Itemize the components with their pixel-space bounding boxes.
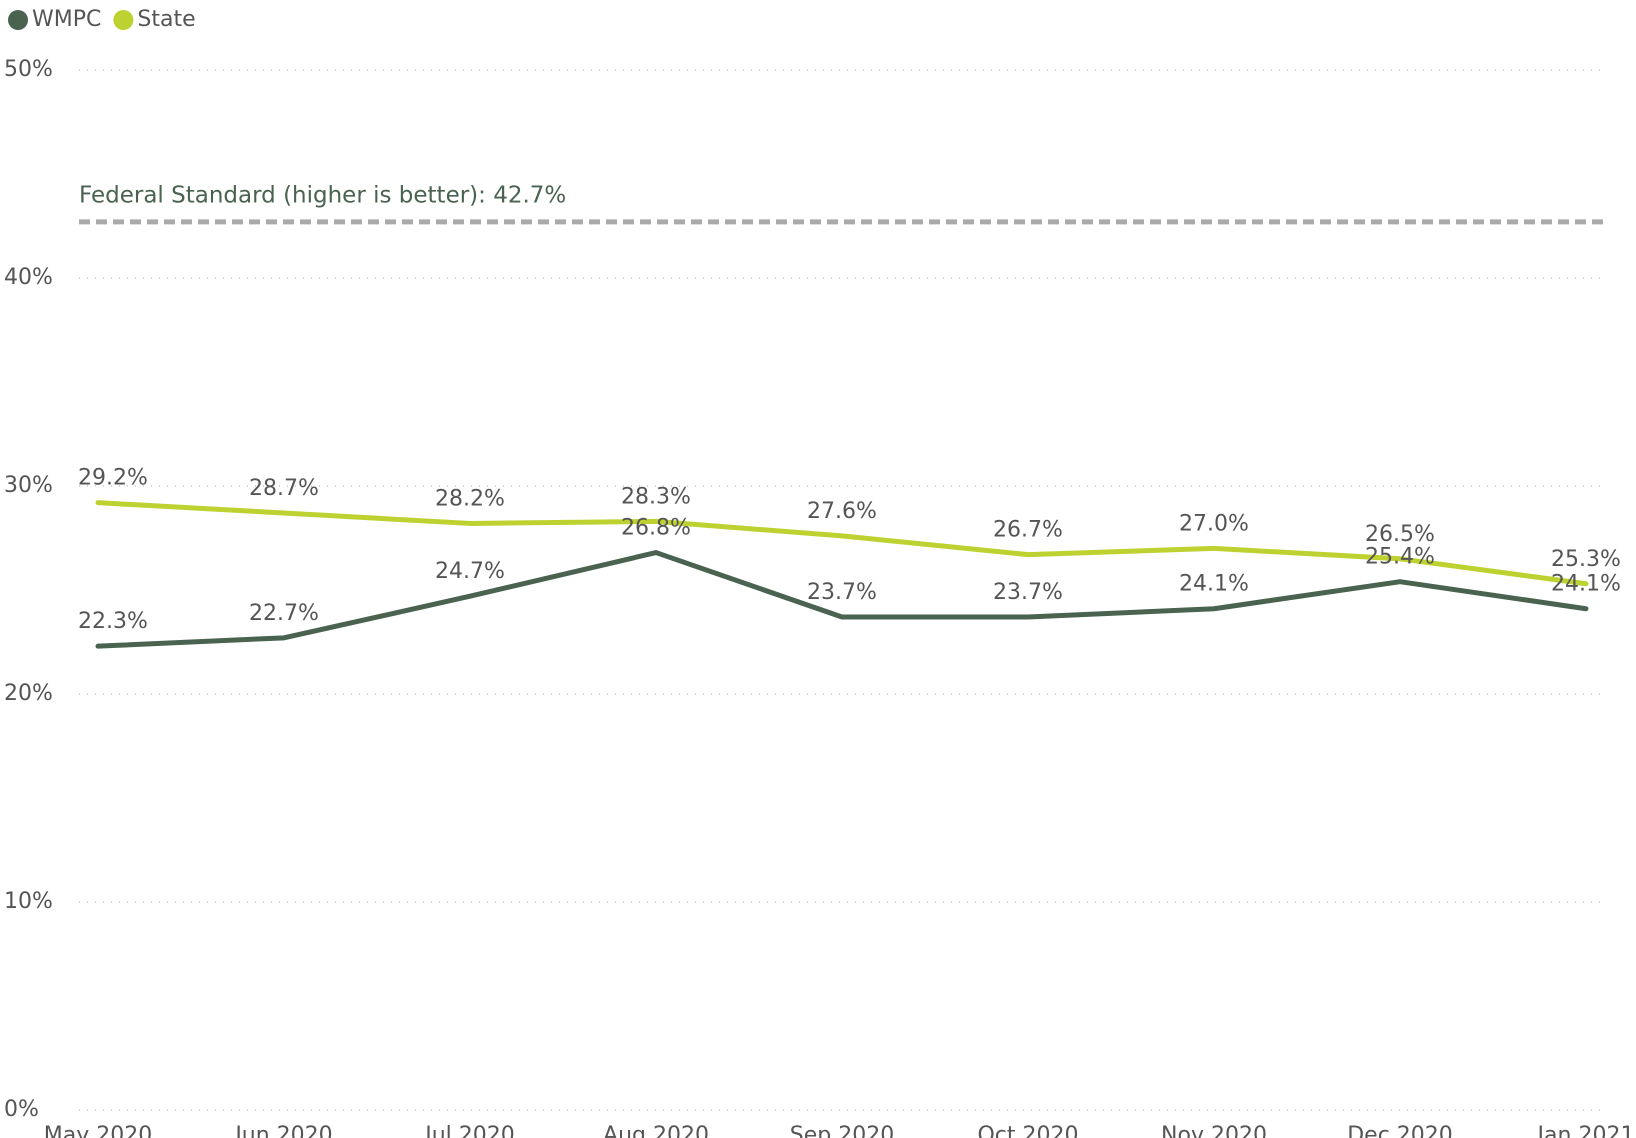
data-label: 28.7% (249, 476, 319, 501)
series-line (95, 550, 1589, 649)
data-label: 24.7% (435, 559, 505, 584)
data-label: 23.7% (807, 580, 877, 605)
legend-label: WMPC (32, 7, 101, 32)
x-tick-label: Dec 2020 (1347, 1123, 1453, 1138)
data-label: 26.5% (1365, 522, 1435, 547)
legend-swatch (113, 10, 134, 30)
y-tick-label: 40% (4, 265, 53, 290)
data-label: 24.1% (1551, 572, 1621, 597)
data-label: 25.4% (1365, 545, 1435, 570)
x-tick-label: Aug 2020 (603, 1123, 709, 1138)
data-label: 27.6% (807, 499, 877, 524)
data-label: 29.2% (78, 466, 148, 491)
x-tick-label: Jul 2020 (423, 1123, 515, 1138)
x-tick-label: Sep 2020 (790, 1123, 894, 1138)
series-line (95, 500, 1589, 587)
y-tick-label: 30% (4, 473, 53, 498)
data-label: 23.7% (993, 580, 1063, 605)
data-label: 28.2% (435, 486, 505, 511)
data-label: 26.7% (993, 518, 1063, 543)
reference-label: Federal Standard (higher is better): 42.… (79, 182, 566, 208)
x-tick-label: May 2020 (44, 1123, 152, 1138)
legend-swatch (8, 10, 28, 30)
x-tick-label: Oct 2020 (977, 1123, 1078, 1138)
y-tick-label: 50% (4, 57, 53, 82)
legend-label: State (137, 7, 195, 32)
data-label: 27.0% (1179, 511, 1249, 536)
data-label: 26.8% (621, 516, 691, 541)
data-label: 22.7% (249, 601, 319, 626)
x-tick-label: Jun 2020 (233, 1123, 332, 1138)
x-tick-label: Nov 2020 (1161, 1123, 1267, 1138)
y-tick-label: 20% (4, 681, 53, 706)
data-label: 22.3% (78, 609, 148, 634)
y-tick-label: 0% (4, 1097, 39, 1122)
data-label: 28.3% (621, 484, 691, 509)
x-tick-label: Jan 2021 (1536, 1123, 1635, 1138)
data-label: 24.1% (1179, 572, 1249, 597)
data-label: 25.3% (1551, 547, 1621, 572)
y-tick-label: 10% (4, 889, 53, 914)
